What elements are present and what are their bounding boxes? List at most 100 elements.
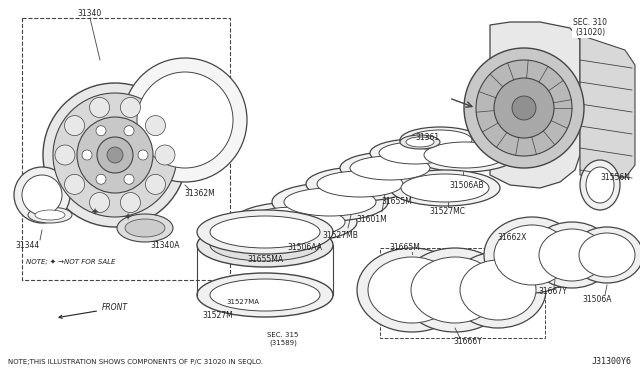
Text: NOTE;THIS ILLUSTRATION SHOWS COMPONENTS OF P/C 31020 IN SEQLO.: NOTE;THIS ILLUSTRATION SHOWS COMPONENTS … [8, 359, 263, 365]
Ellipse shape [406, 137, 434, 147]
Polygon shape [580, 35, 635, 178]
Ellipse shape [197, 210, 333, 254]
Ellipse shape [197, 273, 333, 317]
Text: 31506AB: 31506AB [450, 180, 484, 189]
Text: 31655MA: 31655MA [247, 256, 283, 264]
Ellipse shape [65, 174, 84, 195]
Ellipse shape [390, 170, 500, 206]
Ellipse shape [14, 167, 70, 223]
Ellipse shape [145, 116, 166, 136]
Bar [380, 248, 545, 338]
Ellipse shape [96, 174, 106, 184]
Ellipse shape [494, 225, 570, 285]
Text: 31340: 31340 [78, 9, 102, 17]
Ellipse shape [284, 188, 376, 216]
Ellipse shape [494, 78, 554, 138]
Ellipse shape [460, 260, 536, 320]
Text: 31556N: 31556N [600, 173, 630, 183]
Ellipse shape [123, 58, 247, 182]
Ellipse shape [197, 223, 333, 267]
Ellipse shape [124, 174, 134, 184]
Ellipse shape [317, 171, 403, 197]
Ellipse shape [571, 227, 640, 283]
Ellipse shape [379, 142, 451, 164]
Ellipse shape [530, 222, 614, 288]
Ellipse shape [120, 193, 140, 212]
Text: 31506A: 31506A [582, 295, 612, 305]
Text: NOTE; ✦ →NOT FOR SALE: NOTE; ✦ →NOT FOR SALE [26, 259, 115, 265]
Ellipse shape [53, 93, 177, 217]
Ellipse shape [484, 217, 580, 293]
Ellipse shape [233, 202, 357, 242]
Ellipse shape [90, 193, 109, 212]
Text: ✦: ✦ [91, 208, 99, 218]
Ellipse shape [65, 116, 84, 136]
Polygon shape [490, 22, 580, 188]
Text: 31527M: 31527M [203, 311, 234, 320]
Text: 31361: 31361 [415, 134, 439, 142]
Ellipse shape [580, 160, 620, 210]
Ellipse shape [512, 96, 536, 120]
Ellipse shape [424, 142, 506, 168]
Ellipse shape [22, 175, 62, 215]
Text: 31340A: 31340A [150, 241, 180, 250]
Ellipse shape [401, 174, 489, 202]
Text: SEC. 310
(31020): SEC. 310 (31020) [573, 18, 607, 38]
Ellipse shape [210, 216, 320, 248]
Ellipse shape [350, 156, 430, 180]
Ellipse shape [245, 207, 345, 237]
Ellipse shape [408, 130, 472, 150]
Ellipse shape [579, 233, 635, 277]
Ellipse shape [586, 167, 614, 203]
Ellipse shape [400, 248, 510, 332]
Ellipse shape [340, 152, 440, 184]
Ellipse shape [97, 137, 133, 173]
Ellipse shape [117, 214, 173, 242]
Bar [22, 18, 230, 280]
Ellipse shape [55, 145, 75, 165]
Ellipse shape [120, 97, 140, 118]
Text: 31362M: 31362M [184, 189, 216, 198]
Ellipse shape [35, 210, 65, 220]
Text: 31506AA: 31506AA [287, 244, 323, 253]
Text: 31665M: 31665M [390, 244, 420, 253]
Text: ✦: ✦ [124, 213, 132, 223]
Ellipse shape [464, 48, 584, 168]
Text: 31527MC: 31527MC [429, 208, 465, 217]
Ellipse shape [413, 138, 517, 172]
Ellipse shape [125, 219, 165, 237]
Ellipse shape [368, 257, 456, 323]
Ellipse shape [272, 183, 388, 221]
Text: SEC. 315
(31589): SEC. 315 (31589) [268, 332, 299, 346]
Ellipse shape [400, 127, 480, 153]
Text: 31666Y: 31666Y [454, 337, 483, 346]
Ellipse shape [43, 83, 187, 227]
Text: 31667Y: 31667Y [539, 288, 568, 296]
Ellipse shape [357, 248, 467, 332]
Ellipse shape [28, 207, 72, 223]
Ellipse shape [145, 174, 166, 195]
Ellipse shape [370, 139, 460, 167]
Text: 31662X: 31662X [497, 234, 527, 243]
Ellipse shape [400, 135, 440, 149]
Text: 31655M: 31655M [381, 198, 412, 206]
Ellipse shape [96, 126, 106, 136]
Ellipse shape [82, 150, 92, 160]
Ellipse shape [90, 97, 109, 118]
Ellipse shape [107, 147, 123, 163]
Ellipse shape [124, 126, 134, 136]
Text: 31601M: 31601M [356, 215, 387, 224]
Ellipse shape [77, 117, 153, 193]
Text: J31300Y6: J31300Y6 [592, 357, 632, 366]
Ellipse shape [539, 229, 605, 281]
Text: 31527MB: 31527MB [322, 231, 358, 240]
Ellipse shape [210, 279, 320, 311]
Ellipse shape [476, 60, 572, 156]
Ellipse shape [137, 72, 233, 168]
Ellipse shape [411, 257, 499, 323]
Text: 31344: 31344 [16, 241, 40, 250]
Ellipse shape [155, 145, 175, 165]
Text: FRONT: FRONT [59, 304, 128, 318]
Ellipse shape [450, 252, 546, 328]
Ellipse shape [306, 167, 414, 201]
